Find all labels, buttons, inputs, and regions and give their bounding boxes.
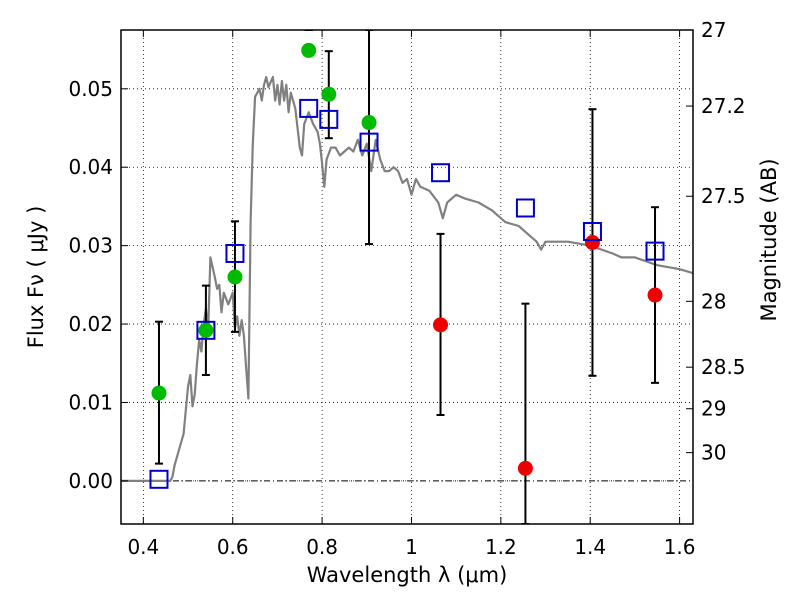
- y-tick-label: 0.00: [68, 469, 113, 493]
- model-band-square: [196, 320, 216, 340]
- x-tick-label: 0.8: [306, 535, 338, 559]
- mag-tick-label: 29: [701, 397, 726, 421]
- mag-tick-label: 28.5: [701, 355, 746, 379]
- model-band-square: [582, 222, 602, 242]
- model-band-square: [319, 109, 339, 129]
- mag-tick-label: 28: [701, 289, 726, 313]
- detection-point: [361, 115, 377, 131]
- nondetection-point: [584, 234, 600, 250]
- nondetection-point: [433, 317, 449, 333]
- detection-point: [227, 269, 243, 285]
- mag-tick-label: 30: [701, 441, 726, 465]
- x-tick-label: 1: [405, 535, 418, 559]
- x-tick-label: 0.4: [127, 535, 159, 559]
- detection-point: [198, 322, 214, 338]
- plot-area: [121, 30, 693, 524]
- mag-tick-label: 27.5: [701, 184, 746, 208]
- x-tick-label: 1.2: [485, 535, 517, 559]
- model-band-square: [299, 98, 319, 118]
- x-axis-label: Wavelength λ (μm): [307, 563, 508, 587]
- model-band-square: [515, 198, 535, 218]
- y2-axis-label: Magnitude (AB): [757, 158, 781, 321]
- y-tick-label: 0.04: [68, 155, 113, 179]
- model-band-square: [225, 243, 245, 263]
- mag-tick-label: 27: [701, 18, 726, 42]
- plot-frame: [120, 29, 694, 525]
- detection-point: [321, 86, 337, 102]
- axis-ticks: 0.4 0.6 0.8 1 1.2 1.4 1.6 0.00 0.01 0.02 0.03 0.04 0…: [68, 18, 745, 559]
- model-spectrum-line: [121, 75, 693, 482]
- x-tick-label: 0.6: [217, 535, 249, 559]
- detection-point: [301, 42, 317, 58]
- model-band-square: [645, 241, 665, 261]
- x-tick-label: 1.4: [574, 535, 606, 559]
- model-band-square: [149, 469, 169, 489]
- y-axis-label: Flux Fν ( μJy ): [24, 206, 48, 349]
- y-tick-label: 0.02: [68, 312, 113, 336]
- x-tick-label: 1.6: [664, 535, 696, 559]
- nondetection-point: [517, 460, 533, 476]
- model-band-square: [359, 132, 379, 152]
- y-tick-label: 0.05: [68, 77, 113, 101]
- y-tick-label: 0.03: [68, 234, 113, 258]
- model-band-square: [431, 163, 451, 183]
- nondetection-point: [647, 287, 663, 303]
- mag-tick-label: 27.2: [701, 94, 746, 118]
- y-tick-label: 0.01: [68, 390, 113, 414]
- detection-point: [151, 385, 167, 401]
